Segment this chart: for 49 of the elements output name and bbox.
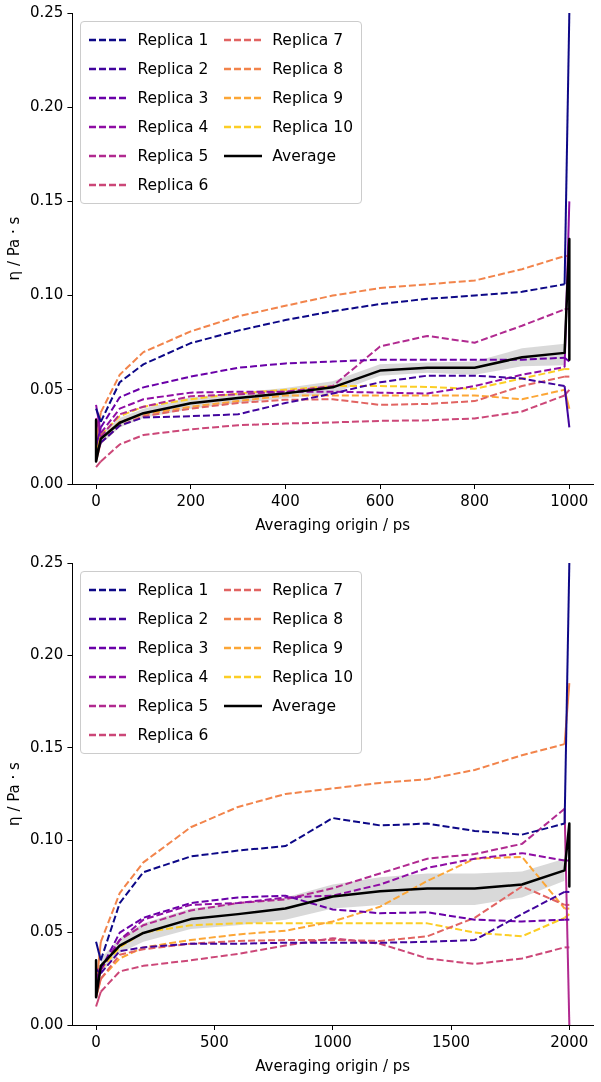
- legend-label: Replica 8: [272, 59, 344, 80]
- legend-label: Replica 1: [137, 580, 209, 601]
- legend-label: Replica 6: [137, 175, 209, 196]
- y-axis-title: η / Pa · s: [4, 216, 23, 281]
- y-tick-label: 0.15: [29, 191, 64, 210]
- y-tick-label: 0.00: [29, 1014, 64, 1033]
- legend-label: Replica 5: [137, 696, 209, 717]
- y-tick-label: 0.15: [29, 737, 64, 756]
- legend-label: Replica 2: [137, 59, 209, 80]
- x-tick-label: 800: [460, 491, 489, 510]
- x-axis-title: Averaging origin / ps: [255, 1056, 411, 1075]
- y-axis-title: η / Pa · s: [4, 761, 23, 826]
- y-tick-label: 0.20: [29, 645, 64, 664]
- x-tick-label: 400: [271, 491, 300, 510]
- x-tick-label: 200: [176, 491, 206, 510]
- x-tick-label: 600: [365, 491, 395, 510]
- y-tick-label: 0.25: [29, 552, 64, 571]
- legend-label: Replica 9: [272, 88, 344, 109]
- legend-label: Replica 3: [137, 88, 209, 109]
- x-tick-label: 1000: [313, 1032, 352, 1051]
- y-tick-label: 0.20: [29, 97, 64, 116]
- legend-label: Replica 7: [272, 580, 344, 601]
- legend-label: Replica 6: [137, 725, 209, 746]
- x-tick-label: 1000: [550, 491, 589, 510]
- y-tick-label: 0.00: [29, 473, 64, 492]
- legend-label: Replica 3: [137, 638, 209, 659]
- y-tick-label: 0.05: [29, 922, 64, 941]
- x-tick-label: 0: [91, 491, 101, 510]
- legend-label: Replica 4: [137, 667, 209, 688]
- y-tick-label: 0.25: [29, 2, 64, 21]
- legend-label: Replica 4: [137, 117, 209, 138]
- legend-label: Average: [272, 146, 336, 167]
- x-tick-label: 1500: [431, 1032, 471, 1051]
- x-tick-label: 500: [200, 1032, 229, 1051]
- y-tick-label: 0.10: [29, 285, 64, 304]
- legend-label: Replica 7: [272, 30, 344, 51]
- legend-label: Replica 8: [272, 609, 344, 630]
- y-tick-label: 0.10: [29, 830, 64, 849]
- legend-label: Average: [272, 696, 336, 717]
- legend-label: Replica 2: [137, 609, 209, 630]
- x-tick-label: 2000: [550, 1032, 589, 1051]
- legend-label: Replica 10: [272, 667, 353, 688]
- x-tick-label: 0: [91, 1032, 101, 1051]
- x-axis-title: Averaging origin / ps: [255, 515, 411, 534]
- legend-label: Replica 5: [137, 146, 209, 167]
- y-tick-label: 0.05: [29, 379, 64, 398]
- legend-label: Replica 10: [272, 117, 353, 138]
- legend-label: Replica 9: [272, 638, 344, 659]
- legend-label: Replica 1: [137, 30, 209, 51]
